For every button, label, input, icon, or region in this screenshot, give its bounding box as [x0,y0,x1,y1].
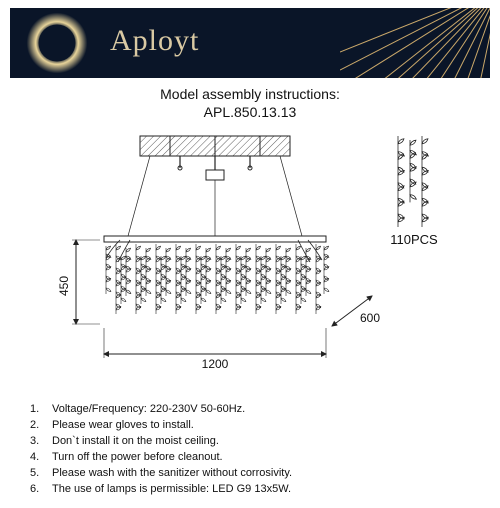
page: Aployt Model assembly instructions: APL.… [0,8,500,508]
list-item: 4.Turn off the power before cleanout. [30,450,292,466]
title-block: Model assembly instructions: APL.850.13.… [0,86,500,120]
list-item: 6.The use of lamps is permissible: LED G… [30,482,292,498]
chandelier-body [105,240,329,314]
list-item: 3.Don`t install it on the moist ceiling. [30,434,292,450]
brand-banner: Aployt [10,8,490,78]
model-number: APL.850.13.13 [0,104,500,120]
assembly-diagram: 450 1200 600 110PCS [20,128,480,408]
eclipse-icon [24,10,90,76]
leaf-pack-label: 110PCS [390,232,438,247]
brand-name: Aployt [110,24,199,58]
list-item: 1.Voltage/Frequency: 220-230V 50-60Hz. [30,402,292,418]
leaf-pack: 110PCS [390,136,438,247]
list-item: 5.Please wash with the sanitizer without… [30,466,292,482]
dim-depth-label: 600 [360,311,380,325]
title-line1: Model assembly instructions: [0,86,500,102]
ceiling-plate [140,136,290,180]
dim-depth: 600 [332,296,380,326]
dim-width-label: 1200 [202,357,229,371]
instructions-list: 1.Voltage/Frequency: 220-230V 50-60Hz. 2… [30,402,292,498]
dim-height: 450 [57,240,100,324]
list-item: 2.Please wear gloves to install. [30,418,292,434]
dim-width: 1200 [104,328,326,371]
rays-icon [340,8,490,78]
dim-height-label: 450 [57,276,71,296]
